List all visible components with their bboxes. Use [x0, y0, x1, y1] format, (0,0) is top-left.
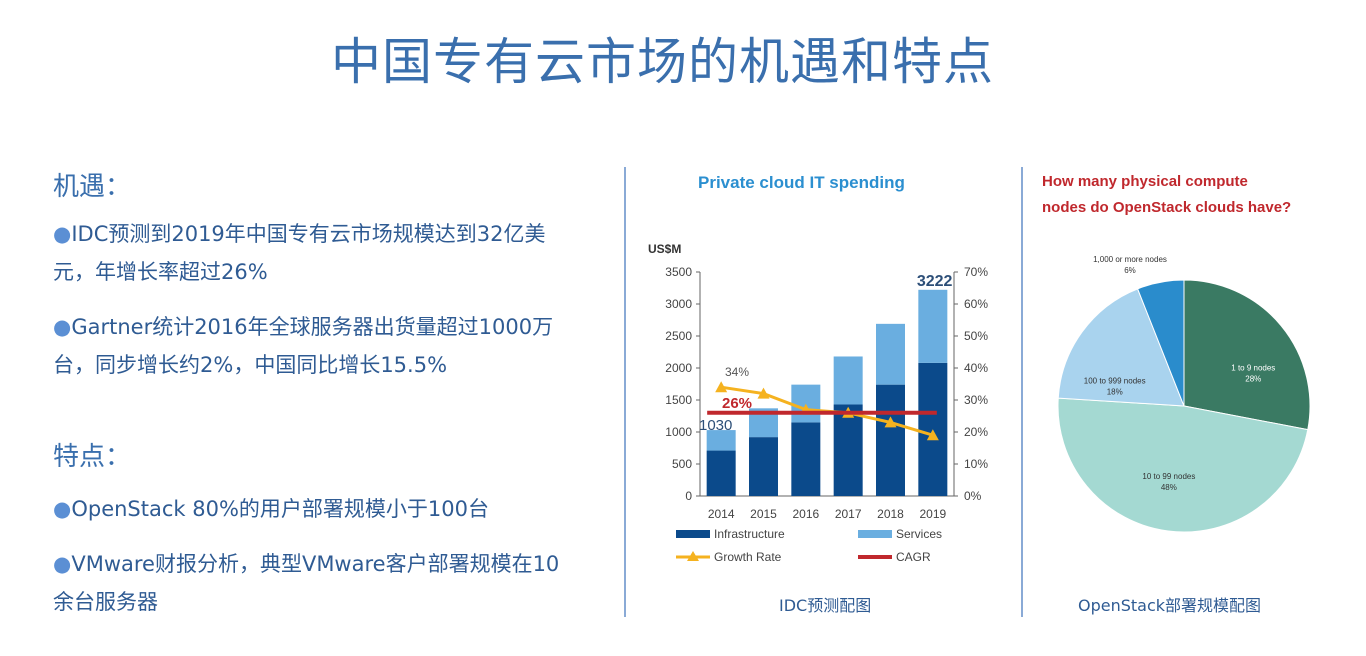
legend-growth-label: Growth Rate [714, 550, 782, 564]
bullet-item: ●OpenStack 80%的用户部署规模小于100台 [53, 490, 489, 528]
openstack-nodes-pie-chart: How many physical compute nodes do OpenSt… [1042, 173, 1311, 533]
idc-chart-caption: IDC预测配图 [779, 596, 872, 615]
features-heading: 特点： [53, 442, 132, 472]
bar-services-2017 [833, 356, 863, 405]
bar-infrastructure-2016 [791, 422, 821, 496]
legend-services-label: Services [896, 527, 942, 541]
y-tick-label: 3000 [665, 297, 692, 311]
pie-slice [1183, 279, 1311, 431]
x-tick-label: 2016 [792, 507, 819, 521]
bar-infrastructure-2015 [749, 437, 778, 496]
slide-title: 中国专有云市场的机遇和特点 [331, 33, 994, 91]
y-tick-label: 2000 [665, 361, 692, 375]
legend-infrastructure-label: Infrastructure [714, 527, 785, 541]
bar-services-2014 [706, 430, 736, 451]
bullet-item: ●VMware财报分析，典型VMware客户部署规模在10 余台服务器 [53, 545, 559, 621]
bullet-text: VMware财报分析，典型VMware客户部署规模在10 [71, 552, 560, 576]
pie-slice-label: 1 to 9 nodes [1231, 364, 1275, 373]
bullet-dot-icon: ● [53, 497, 72, 521]
x-tick-label: 2017 [835, 507, 862, 521]
bar-infrastructure-2018 [876, 384, 905, 496]
bullet-text: 元，年增长率超过26% [53, 260, 268, 284]
bullet-text: OpenStack 80%的用户部署规模小于100台 [71, 497, 489, 521]
annotation-cagr: 26% [722, 395, 752, 412]
legend-services-swatch [858, 530, 892, 538]
y2-tick-label: 70% [964, 265, 988, 279]
x-tick-label: 2014 [708, 507, 735, 521]
bullet-text: Gartner统计2016年全球服务器出货量超过1000万 [71, 315, 554, 339]
annotation-growth-2014: 34% [725, 365, 749, 379]
y2-tick-label: 0% [964, 489, 982, 503]
legend-cagr-label: CAGR [896, 550, 931, 564]
bar-services-2016 [791, 384, 821, 423]
openstack-chart-caption: OpenStack部署规模配图 [1078, 596, 1262, 615]
bar-infrastructure-2014 [706, 450, 736, 496]
annotation-2014-total: 1030 [699, 417, 732, 434]
pie-slice-pct: 18% [1107, 387, 1123, 396]
x-tick-label: 2019 [919, 507, 946, 521]
bullet-dot-icon: ● [53, 552, 72, 576]
pie-slice-label: 1,000 or more nodes [1093, 255, 1167, 264]
pie-slice-label: 100 to 999 nodes [1084, 376, 1146, 385]
x-tick-label: 2015 [750, 507, 777, 521]
pie-slice [1057, 288, 1185, 407]
opportunities-heading: 机遇： [53, 172, 132, 202]
y2-tick-label: 30% [964, 393, 988, 407]
growth-rate-marker [884, 416, 897, 428]
pie-slice [1057, 397, 1309, 533]
y2-tick-label: 60% [964, 297, 988, 311]
pie-slice-label: 10 to 99 nodes [1142, 472, 1195, 481]
growth-rate-marker [926, 429, 939, 441]
bullet-item: ●IDC预测到2019年中国专有云市场规模达到32亿美元，年增长率超过26% [53, 215, 546, 291]
x-tick-label: 2018 [877, 507, 904, 521]
pie-slice-pct: 6% [1124, 266, 1136, 275]
bullet-item: ●Gartner统计2016年全球服务器出货量超过1000万台，同步增长约2%，… [53, 308, 553, 384]
y2-tick-label: 10% [964, 457, 988, 471]
y-tick-label: 500 [672, 457, 692, 471]
y-axis-label: US$M [648, 242, 681, 256]
y2-tick-label: 50% [964, 329, 988, 343]
bullet-text: 台，同步增长约2%，中国同比增长15.5% [53, 353, 448, 377]
right-divider [1021, 167, 1023, 617]
bar-services-2018 [876, 323, 905, 385]
pie-slice [1136, 279, 1185, 407]
y-tick-label: 3500 [665, 265, 692, 279]
bar-infrastructure-2017 [833, 404, 863, 496]
pie-slice-pct: 28% [1245, 375, 1261, 384]
bullet-dot-icon: ● [53, 222, 72, 246]
growth-rate-marker [757, 387, 770, 399]
legend-infrastructure-swatch [676, 530, 710, 538]
pie-title-line1: How many physical compute [1042, 173, 1248, 190]
y-tick-label: 2500 [665, 329, 692, 343]
y2-tick-label: 40% [964, 361, 988, 375]
y-tick-label: 1500 [665, 393, 692, 407]
left-divider [624, 167, 626, 617]
bar-services-2019 [918, 289, 948, 363]
bullet-dot-icon: ● [53, 315, 72, 339]
legend-growth-marker [687, 551, 699, 561]
growth-rate-marker [715, 381, 728, 393]
pie-title-line2: nodes do OpenStack clouds have? [1042, 199, 1291, 216]
chart-title: Private cloud IT spending [698, 173, 905, 192]
y-tick-label: 0 [685, 489, 692, 503]
y2-tick-label: 20% [964, 425, 988, 439]
pie-slice-pct: 48% [1161, 483, 1177, 492]
bullet-text: 余台服务器 [53, 590, 158, 614]
y-tick-label: 1000 [665, 425, 692, 439]
idc-spending-chart: Private cloud IT spending US$M 0 500 1000 150… [648, 173, 988, 564]
annotation-2019-total: 3222 [917, 273, 953, 290]
bullet-text: IDC预测到2019年中国专有云市场规模达到32亿美 [71, 222, 546, 246]
